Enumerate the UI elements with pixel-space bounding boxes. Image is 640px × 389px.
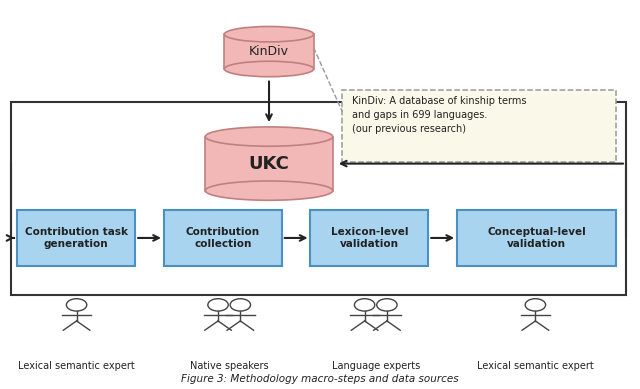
FancyBboxPatch shape [17, 210, 135, 266]
Text: Figure 3: Methodology macro-steps and data sources: Figure 3: Methodology macro-steps and da… [181, 374, 459, 384]
FancyBboxPatch shape [457, 210, 616, 266]
Text: KinDiv: A database of kinship terms
and gaps in 699 languages.
(our previous res: KinDiv: A database of kinship terms and … [352, 96, 526, 134]
FancyBboxPatch shape [342, 90, 616, 162]
Text: Conceptual-level
validation: Conceptual-level validation [487, 227, 586, 249]
Text: Lexical semantic expert: Lexical semantic expert [477, 361, 594, 371]
Text: Native speakers: Native speakers [190, 361, 269, 371]
Text: Lexicon-level
validation: Lexicon-level validation [331, 227, 408, 249]
FancyBboxPatch shape [164, 210, 282, 266]
Text: Lexical semantic expert: Lexical semantic expert [18, 361, 135, 371]
Ellipse shape [225, 61, 314, 77]
Ellipse shape [225, 26, 314, 42]
Text: UKC: UKC [248, 154, 289, 173]
Text: KinDiv: KinDiv [249, 45, 289, 58]
Ellipse shape [205, 181, 333, 200]
Text: Contribution task
generation: Contribution task generation [25, 227, 128, 249]
Polygon shape [205, 137, 333, 191]
Ellipse shape [205, 127, 333, 146]
FancyBboxPatch shape [310, 210, 428, 266]
Text: Contribution
collection: Contribution collection [186, 227, 260, 249]
Text: Language experts: Language experts [332, 361, 420, 371]
Bar [11, 102, 626, 295]
Polygon shape [225, 34, 314, 69]
